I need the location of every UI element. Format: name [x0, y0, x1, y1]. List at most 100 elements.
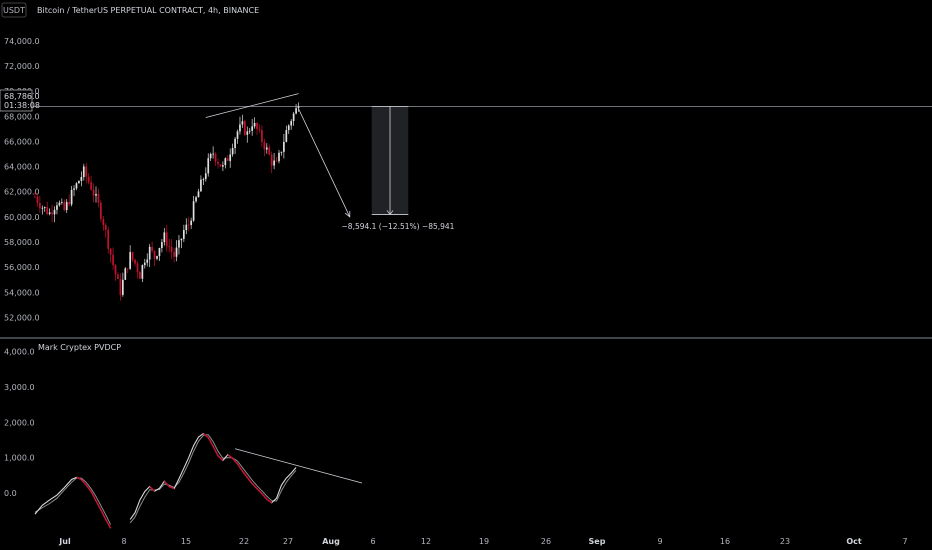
candle-body — [236, 131, 239, 139]
candle-body — [70, 189, 73, 205]
candle-body — [73, 188, 75, 190]
candle-body — [261, 129, 263, 143]
indicator-tick-label: 2,000.0 — [4, 418, 35, 427]
time-tick-label: 19 — [479, 537, 489, 546]
price-tick-label: 64,000.0 — [4, 163, 40, 172]
currency-badge[interactable] — [1, 2, 27, 18]
candle-body — [275, 160, 278, 162]
candle-body — [195, 197, 197, 202]
indicator-main-line-falling-segment — [76, 476, 82, 481]
candle-body — [117, 274, 119, 280]
candle-body — [290, 120, 293, 126]
candle-body — [53, 209, 56, 215]
main-pane-extras — [33, 93, 932, 218]
indicator-tick-label: 3,000.0 — [4, 383, 35, 392]
candle-body — [126, 268, 129, 270]
indicator-main-line-falling-segment — [236, 463, 244, 472]
indicator-title: Mark Cryptex PVDCP — [38, 343, 121, 352]
indicator-main-line-falling-segment — [266, 498, 273, 504]
time-tick-label: 26 — [541, 537, 551, 546]
measure-arrow-head — [386, 210, 394, 216]
candle-body — [178, 240, 180, 248]
candle-body — [209, 154, 212, 159]
candle-body — [268, 147, 271, 155]
time-tick-label: 15 — [181, 537, 191, 546]
candlestick-series — [34, 102, 300, 301]
candle-body — [158, 247, 161, 257]
candle-body — [56, 205, 58, 210]
candle-body — [151, 246, 153, 251]
indicator-extras — [234, 448, 363, 484]
indicator-main-line-falling-segment — [227, 454, 234, 459]
price-tick-label: 60,000.0 — [4, 213, 40, 222]
indicator-main-line-falling-segment — [246, 476, 253, 485]
candle-body — [109, 248, 112, 255]
time-tick-label: 22 — [239, 537, 249, 546]
candle-body — [231, 148, 234, 155]
candle-body — [114, 265, 117, 275]
indicator-axis[interactable]: 4,000.0 3,000.0 2,000.0 1,000.0 0.0 — [4, 348, 35, 498]
candle-body — [161, 242, 163, 248]
indicator-main-line-falling-segment — [105, 519, 112, 529]
time-axis[interactable]: Jul 8 15 22 27 Aug 6 12 19 26 Sep 9 16 23 Oct 7 — [58, 537, 907, 546]
indicator-series — [34, 432, 297, 529]
price-tick-label: 58,000.0 — [4, 238, 40, 247]
indicator-main-line-falling-segment — [207, 437, 214, 447]
candle-body — [285, 130, 288, 142]
candle-body — [222, 165, 224, 167]
time-tick-label: 7 — [902, 537, 907, 546]
time-tick-label: 12 — [421, 537, 431, 546]
candle-body — [224, 158, 227, 166]
price-tick-label: 68,000.0 — [4, 112, 40, 121]
indicator-main-line-falling-segment — [163, 480, 170, 488]
candle-body — [287, 125, 290, 131]
candle-body — [173, 251, 175, 257]
indicator-tick-label: 0.0 — [4, 489, 17, 498]
chart-header: USDT Bitcoin / TetherUS PERPETUAL CONTRA… — [1, 2, 259, 18]
chart-title: Bitcoin / TetherUS PERPETUAL CONTRACT, 4… — [37, 6, 259, 15]
candle-body — [297, 106, 300, 109]
candle-body — [153, 250, 156, 259]
candle-body — [121, 279, 124, 295]
candle-body — [100, 202, 102, 220]
candle-body — [219, 164, 222, 167]
indicator-main-line-falling-segment — [217, 455, 224, 461]
candle-body — [185, 224, 188, 231]
candle-body — [139, 272, 141, 279]
indicator-main-line-falling-segment — [90, 491, 97, 502]
candle-body — [102, 219, 105, 226]
candle-body — [92, 189, 95, 196]
candle-body — [63, 202, 66, 211]
price-tick-label: 52,000.0 — [4, 313, 40, 322]
price-tag-countdown: 01:38:08 — [4, 101, 40, 110]
candle-body — [295, 108, 297, 114]
price-tick-label: 56,000.0 — [4, 263, 40, 272]
time-tick-label: Sep — [589, 537, 606, 546]
candle-body — [82, 166, 85, 177]
candle-body — [58, 202, 61, 206]
candle-body — [246, 131, 249, 135]
candle-body — [187, 224, 190, 226]
candle-body — [165, 232, 168, 247]
time-tick-label: Jul — [58, 537, 71, 546]
indicator-tick-label: 1,000.0 — [4, 454, 35, 463]
candle-body — [239, 124, 241, 132]
currency-badge-label: USDT — [3, 6, 25, 15]
indicator-main-line-falling-segment — [202, 432, 209, 439]
candle-body — [200, 179, 202, 192]
candle-body — [46, 207, 49, 214]
price-tick-label: 74,000.0 — [4, 37, 40, 46]
price-tag-box — [0, 89, 33, 112]
candle-body — [124, 268, 127, 280]
candle-body — [182, 230, 185, 239]
candle-body — [75, 183, 78, 189]
candle-body — [180, 238, 183, 241]
candle-body — [270, 154, 273, 166]
candle-body — [168, 246, 171, 248]
candle-body — [85, 166, 88, 177]
candle-body — [273, 160, 275, 166]
candle-body — [280, 151, 283, 153]
price-tick-label: 54,000.0 — [4, 288, 40, 297]
